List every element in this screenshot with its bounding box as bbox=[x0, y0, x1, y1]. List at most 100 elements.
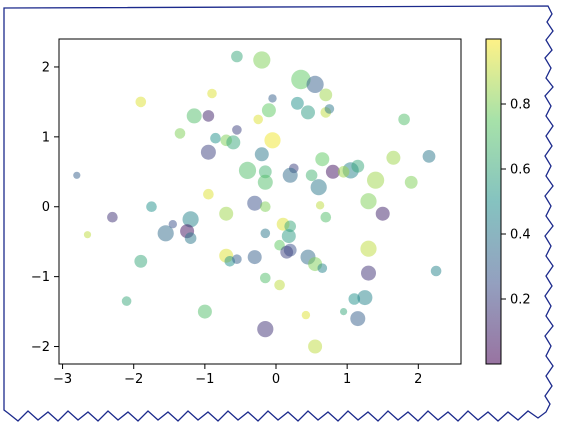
scatter-point bbox=[404, 175, 418, 189]
scatter-point bbox=[308, 339, 323, 354]
x-tick-label: 2 bbox=[414, 372, 422, 387]
scatter-point bbox=[260, 272, 271, 284]
scatter-point bbox=[219, 206, 234, 221]
scatter-point bbox=[351, 159, 365, 173]
scatter-point bbox=[268, 94, 277, 103]
scatter-point bbox=[232, 254, 242, 264]
x-tick-label: −1 bbox=[195, 372, 214, 387]
scatter-point bbox=[184, 232, 197, 244]
scatter-point bbox=[367, 171, 385, 189]
frame-border bbox=[3, 5, 554, 422]
colorbar-tick-label: 0.6 bbox=[510, 163, 531, 178]
y-tick-label: −2 bbox=[31, 340, 50, 355]
scatter-point bbox=[291, 69, 311, 90]
scatter-point bbox=[337, 166, 350, 178]
scatter-point bbox=[186, 108, 202, 124]
colorbar: 0.2 0.4 0.6 0.8 bbox=[485, 38, 531, 365]
y-tick-label: 2 bbox=[42, 60, 50, 75]
scatter-point bbox=[121, 296, 132, 306]
colorbar-gradient bbox=[485, 38, 502, 365]
scatter-point bbox=[325, 164, 340, 179]
scatter-point bbox=[253, 51, 271, 69]
scatter-point bbox=[202, 110, 215, 122]
colorbar-tick-label: 0.8 bbox=[510, 98, 531, 113]
scatter-point bbox=[422, 150, 436, 163]
scatter-point bbox=[247, 195, 263, 211]
scatter-point bbox=[280, 245, 294, 259]
scatter-point bbox=[291, 96, 304, 110]
scatter-point bbox=[73, 171, 81, 179]
x-axis: −3 −2 −1 0 1 2 bbox=[53, 364, 422, 387]
colorbar-ticks: 0.2 0.4 0.6 0.8 bbox=[501, 98, 531, 308]
scatter-point bbox=[260, 201, 271, 212]
scatter-point bbox=[319, 88, 333, 102]
scatter-point bbox=[357, 290, 373, 306]
y-axis: −2 −1 0 1 2 bbox=[31, 60, 59, 355]
scatter-point bbox=[83, 231, 92, 239]
x-tick-label: −3 bbox=[53, 372, 72, 387]
scatter-point bbox=[207, 88, 217, 99]
scatter-point bbox=[168, 220, 177, 229]
colorbar-tick-label: 0.4 bbox=[510, 228, 531, 243]
scatter-points bbox=[73, 50, 442, 354]
scatter-point bbox=[261, 103, 276, 118]
scatter-point bbox=[258, 165, 272, 179]
scatter-point bbox=[350, 311, 366, 327]
scatter-point bbox=[430, 265, 442, 277]
scatter-point bbox=[386, 150, 401, 165]
scatter-point bbox=[254, 147, 269, 162]
scatter-point bbox=[274, 279, 285, 291]
scatter-point bbox=[306, 75, 324, 93]
scatter-point bbox=[197, 304, 212, 319]
scatter-point bbox=[317, 263, 328, 274]
scatter-point bbox=[375, 206, 390, 221]
scatter-point bbox=[157, 225, 174, 242]
scatter-point bbox=[315, 152, 330, 167]
scatter-point bbox=[257, 174, 273, 190]
scatter-point bbox=[281, 229, 296, 244]
scatter-point bbox=[320, 211, 332, 223]
scatter-point bbox=[348, 293, 361, 305]
scatter-point bbox=[301, 310, 311, 320]
plot-area bbox=[58, 38, 462, 365]
scatter-point bbox=[231, 50, 243, 63]
scatter-point bbox=[398, 113, 410, 126]
scatter-point bbox=[232, 125, 242, 135]
x-tick-label: 0 bbox=[272, 372, 280, 387]
scatter-point bbox=[253, 114, 263, 125]
scatter-point bbox=[146, 201, 157, 212]
scatter-point bbox=[200, 144, 216, 160]
scatter-point bbox=[340, 308, 348, 316]
scatter-point bbox=[361, 265, 376, 281]
scatter-point bbox=[310, 179, 327, 196]
scatter-point bbox=[305, 169, 318, 182]
scatter-point bbox=[324, 104, 335, 114]
scatter-point bbox=[203, 188, 214, 200]
scatter-point bbox=[135, 96, 147, 108]
scatter-point bbox=[360, 193, 377, 210]
scatter-point bbox=[260, 228, 271, 239]
colorbar-tick-label: 0.2 bbox=[510, 293, 531, 308]
scatter-point bbox=[210, 132, 221, 144]
y-tick-label: 0 bbox=[42, 200, 50, 215]
scatter-point bbox=[107, 211, 118, 223]
scatter-point bbox=[174, 128, 186, 139]
scatter-point bbox=[257, 321, 274, 338]
scatter-point bbox=[264, 132, 281, 149]
scatter-point bbox=[134, 254, 148, 268]
scatter-point bbox=[247, 250, 262, 265]
scatter-point bbox=[282, 167, 298, 183]
y-tick-label: −1 bbox=[31, 270, 50, 285]
scatter-point bbox=[301, 105, 315, 120]
scatter-point bbox=[315, 201, 325, 210]
scatter-point bbox=[360, 240, 377, 257]
y-tick-label: 1 bbox=[42, 130, 50, 145]
scatter-point bbox=[238, 161, 257, 179]
x-tick-label: 1 bbox=[343, 372, 351, 387]
scatter-point bbox=[284, 220, 297, 233]
scatter-point bbox=[182, 211, 199, 228]
x-tick-label: −2 bbox=[124, 372, 143, 387]
scatter-point bbox=[226, 135, 241, 150]
